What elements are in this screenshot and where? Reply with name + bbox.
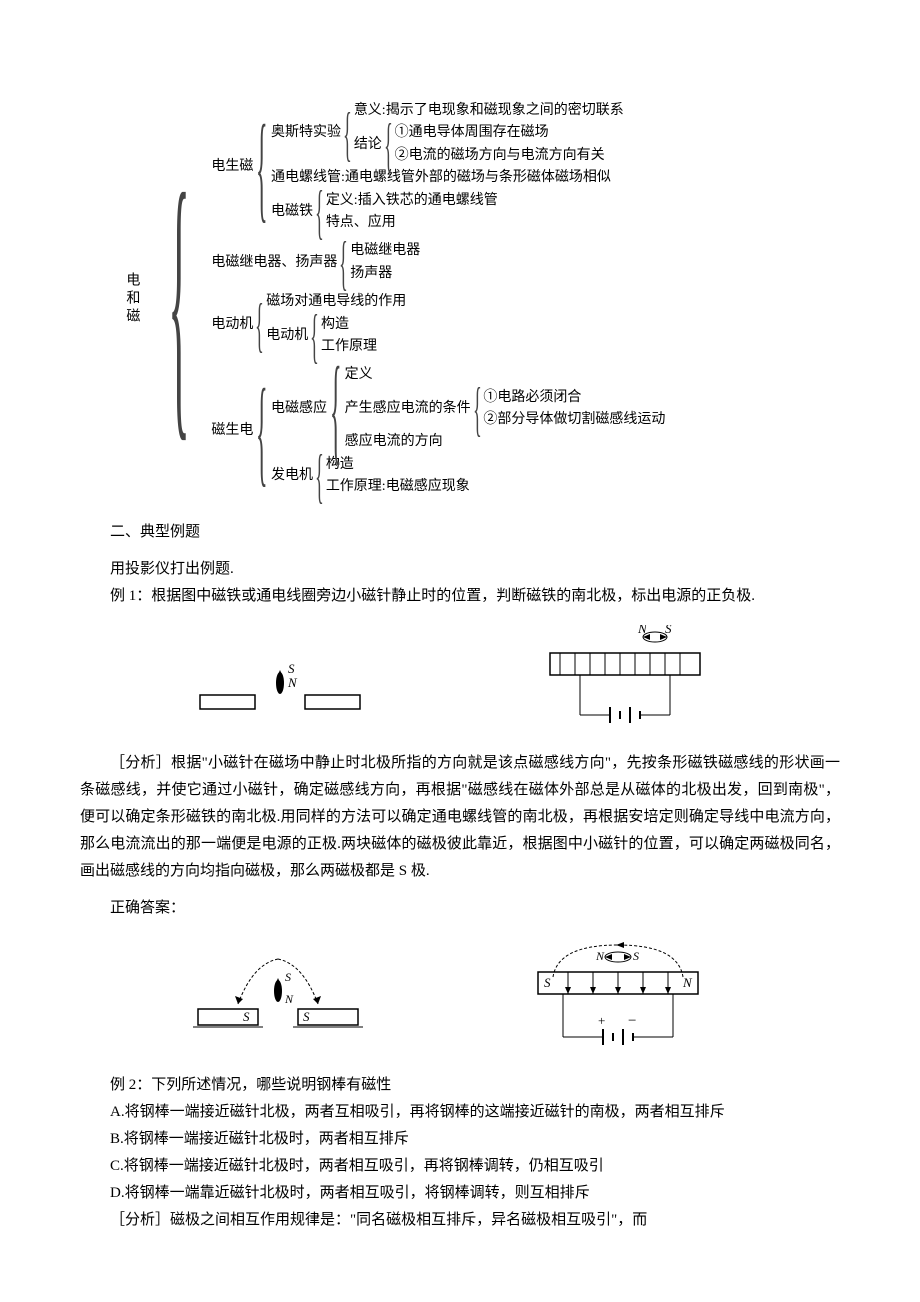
figure-row-2: S N S S N S S N + [80,937,840,1057]
option-d: D.将钢棒一端靠近磁针北极时，两者相互吸引，将钢棒调转，则互相排斥 [80,1180,840,1207]
option-a: A.将钢棒一端接近磁针北极，两者互相吸引，再将钢棒的这端接近磁针的南极，两者相互… [80,1099,840,1126]
example-1: 例 1：根据图中磁铁或通电线圈旁边小磁针静止时的位置，判断磁铁的南北极，标出电源… [80,583,840,610]
concept-tree: 电和磁 { 电生磁 { 奥斯特实验 { 意义:揭示了电现象和磁现象之间的密切联系… [120,100,840,499]
svg-text:N: N [595,949,605,963]
figure-bar-magnets-compass: S N [190,635,370,725]
svg-text:S: S [303,1009,310,1024]
svg-text:S: S [243,1009,250,1024]
branch-magnetism-electricity: 磁生电 { 电磁感应 { 定义 产生感应电流的条件 { ①电路必须闭合 [211,364,665,498]
svg-text:N: N [284,992,294,1006]
branch-motor: 电动机 { 磁场对通电导线的作用 电动机 { 构造 工作原理 [211,291,665,358]
svg-text:S: S [288,661,295,676]
brace-icon: { [384,124,393,166]
option-c: C.将钢棒一端接近磁针北极时，两者相互吸引，再将钢棒调转，仍相互吸引 [80,1153,840,1180]
svg-text:N: N [637,625,648,636]
svg-text:S: S [285,970,291,984]
figure-answer-solenoid: N S S N + − [498,937,738,1057]
branch-electricity-magnetism: 电生磁 { 奥斯特实验 { 意义:揭示了电现象和磁现象之间的密切联系 结论 { [211,100,665,234]
projector-note: 用投影仪打出例题. [80,556,840,583]
figure-solenoid-compass: N S [510,625,730,735]
brace-icon: { [310,315,319,357]
svg-text:S: S [633,949,639,963]
figure-answer-magnets: S N S S [183,949,373,1044]
brace-icon: { [256,125,268,209]
analysis-1: ［分析］根据"小磁针在磁场中静止时北极所指的方向就是该点磁感线方向"，先按条形磁… [80,750,840,885]
svg-text:N: N [287,675,298,690]
svg-text:−: − [628,1013,636,1029]
svg-text:S: S [665,625,672,636]
example-2: 例 2：下列所述情况，哪些说明钢棒有磁性 [80,1072,840,1099]
section-title: 二、典型例题 [80,519,840,546]
brace-icon: { [255,304,264,346]
figure-row-1: S N N S [80,625,840,735]
brace-icon: { [473,388,482,430]
tree-root-label: 电和磁 [120,272,147,326]
brace-icon: { [256,389,268,473]
brace-icon: { [339,242,348,284]
brace-icon: { [169,179,191,419]
brace-icon: { [330,367,342,451]
option-b: B.将钢棒一端接近磁针北极时，两者相互排斥 [80,1126,840,1153]
answer-label: 正确答案： [80,895,840,922]
branch-relay-speaker: 电磁继电器、扬声器 { 电磁继电器 扬声器 [211,240,665,285]
svg-text:N: N [682,975,693,990]
svg-text:S: S [544,975,551,990]
analysis-2: ［分析］磁极之间相互作用规律是："同名磁极相互排斥，异名磁极相互吸引"，而 [80,1207,840,1234]
brace-icon: { [315,455,324,497]
brace-icon: { [343,113,352,155]
svg-text:+: + [598,1013,605,1028]
brace-icon: { [315,191,324,233]
